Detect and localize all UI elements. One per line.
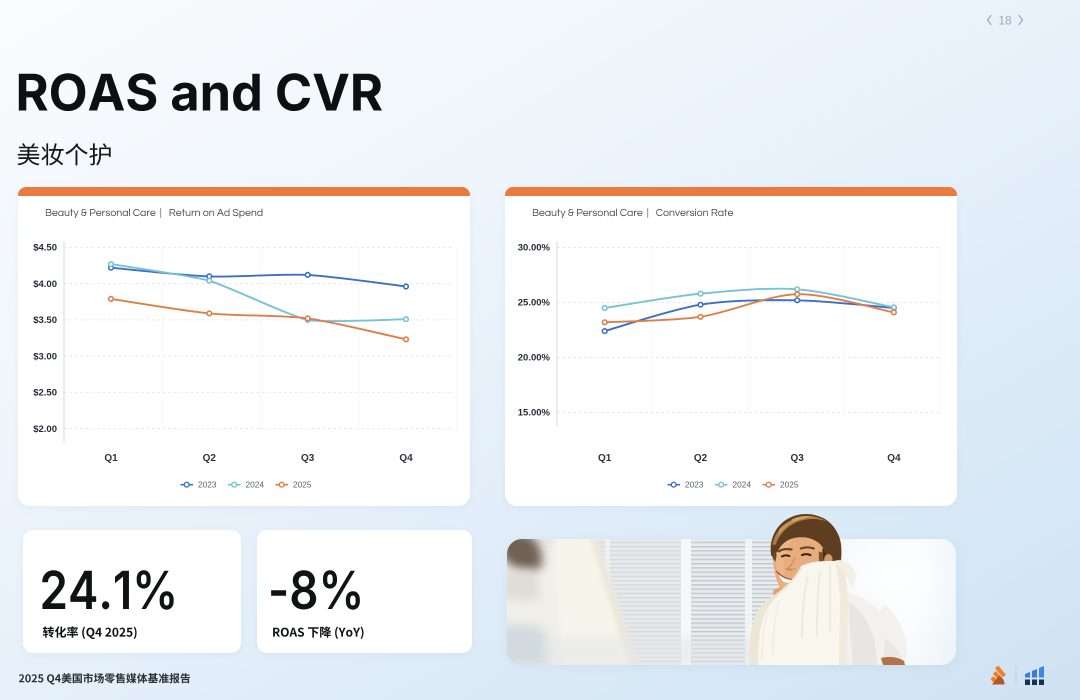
svg-text:$3.50: $3.50	[33, 315, 57, 326]
svg-text:Q4: Q4	[399, 453, 413, 464]
svg-text:2024: 2024	[733, 480, 752, 490]
svg-text:Q4: Q4	[887, 453, 901, 464]
svg-text:Q3: Q3	[301, 453, 315, 464]
svg-text:Q2: Q2	[694, 453, 708, 464]
svg-text:18: 18	[998, 13, 1012, 27]
svg-text:2023: 2023	[685, 480, 704, 490]
svg-text:20.00%: 20.00%	[518, 353, 551, 364]
svg-text:2024: 2024	[246, 480, 265, 490]
svg-text:Q1: Q1	[598, 453, 612, 464]
svg-text:2023: 2023	[198, 480, 217, 490]
svg-text:25.00%: 25.00%	[518, 298, 551, 309]
svg-text:$2.50: $2.50	[33, 388, 57, 399]
svg-text:$2.00: $2.00	[33, 424, 57, 435]
svg-text:Q2: Q2	[203, 453, 217, 464]
svg-text:2025: 2025	[293, 480, 312, 490]
svg-text:2025: 2025	[780, 480, 799, 490]
svg-text:$4.50: $4.50	[33, 243, 57, 254]
svg-text:$4.00: $4.00	[33, 279, 57, 290]
svg-text:$3.00: $3.00	[33, 351, 57, 362]
svg-text:Q1: Q1	[104, 453, 118, 464]
svg-text:Q3: Q3	[791, 453, 805, 464]
svg-text:30.00%: 30.00%	[518, 243, 551, 254]
svg-text:15.00%: 15.00%	[518, 408, 551, 419]
